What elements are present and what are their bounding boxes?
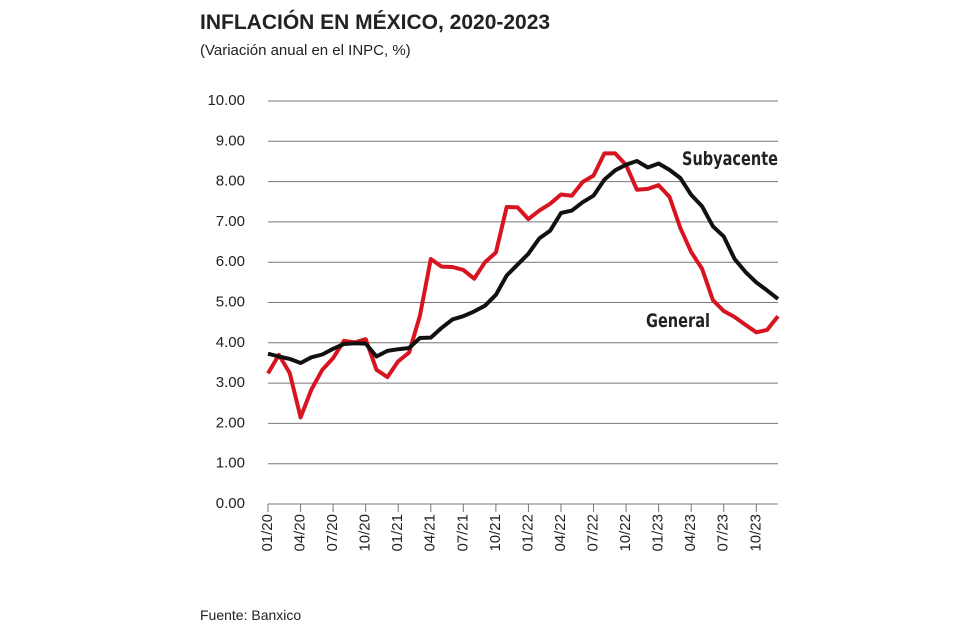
series-label: Subyacente bbox=[682, 148, 778, 170]
x-tick-label: 07/20 bbox=[324, 514, 341, 552]
y-tick-label: 10.00 bbox=[207, 92, 245, 109]
x-tick-label: 10/21 bbox=[487, 514, 504, 552]
x-tick-label: 10/22 bbox=[617, 514, 634, 552]
x-tick-label: 07/21 bbox=[454, 514, 471, 552]
y-tick-label: 1.00 bbox=[216, 455, 245, 472]
y-tick-label: 0.00 bbox=[216, 495, 245, 512]
y-tick-label: 5.00 bbox=[216, 293, 245, 310]
source-note: Fuente: Banxico bbox=[200, 607, 301, 623]
series-line bbox=[267, 159, 780, 365]
x-tick-label: 07/23 bbox=[715, 514, 732, 552]
y-tick-label: 6.00 bbox=[216, 253, 245, 270]
x-tick-label: 07/22 bbox=[585, 514, 602, 552]
x-tick-label: 04/21 bbox=[422, 514, 439, 552]
x-tick-label: 01/21 bbox=[389, 514, 406, 552]
x-tick-label: 10/23 bbox=[747, 514, 764, 552]
y-tick-label: 4.00 bbox=[216, 334, 245, 351]
y-tick-label: 7.00 bbox=[216, 213, 245, 230]
x-tick-label: 01/20 bbox=[259, 514, 276, 552]
x-tick-label: 04/22 bbox=[552, 514, 569, 552]
y-tick-label: 9.00 bbox=[216, 132, 245, 149]
x-tick-label: 04/23 bbox=[682, 514, 699, 552]
y-tick-label: 3.00 bbox=[216, 374, 245, 391]
y-tick-label: 8.00 bbox=[216, 173, 245, 190]
series-line bbox=[266, 151, 780, 420]
x-tick-label: 01/22 bbox=[519, 514, 536, 552]
series-label: General bbox=[646, 310, 710, 332]
chart-subtitle: (Variación anual en el INPC, %) bbox=[200, 42, 411, 59]
chart-title: INFLACIÓN EN MÉXICO, 2020-2023 bbox=[200, 10, 550, 34]
x-tick-label: 01/23 bbox=[650, 514, 667, 552]
x-tick-label: 10/20 bbox=[357, 514, 374, 552]
x-tick-label: 04/20 bbox=[292, 514, 309, 552]
y-tick-label: 2.00 bbox=[216, 414, 245, 431]
